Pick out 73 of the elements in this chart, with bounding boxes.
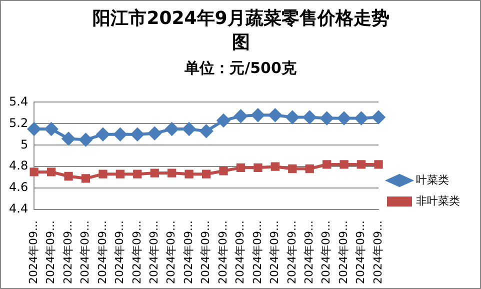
point <box>28 122 41 136</box>
point <box>288 164 297 174</box>
point <box>184 170 194 178</box>
point <box>165 122 178 136</box>
x-tick-label: 2024年09... <box>96 220 109 284</box>
point <box>234 110 248 123</box>
point <box>148 126 162 140</box>
x-tick-label: 2024年09... <box>113 220 126 284</box>
point <box>254 163 262 172</box>
legend-label: 非叶菜类 <box>416 194 460 208</box>
x-tick-label: 2024年09... <box>78 220 92 284</box>
point <box>182 122 196 136</box>
x-tick-label: 2024年09... <box>250 220 264 284</box>
point <box>268 108 282 122</box>
y-tick-label: 5.2 <box>8 116 28 130</box>
point <box>286 110 299 124</box>
x-tick-label: 2024年09... <box>354 220 368 284</box>
point <box>30 168 38 176</box>
point <box>96 128 110 141</box>
point <box>133 170 142 178</box>
x-tick-label: 2024年09... <box>302 220 316 284</box>
point <box>305 164 314 174</box>
x-tick-label: 2024年09... <box>216 220 230 284</box>
point <box>374 160 383 169</box>
y-tick-label: 4.8 <box>8 158 28 173</box>
point <box>200 124 213 138</box>
point <box>44 122 58 136</box>
x-tick-label: 2024年09... <box>199 220 212 284</box>
point <box>150 168 159 178</box>
point <box>372 110 385 124</box>
legend-label: 叶菜类 <box>416 173 449 186</box>
point <box>202 170 211 178</box>
x-tick-label: 2024年09... <box>336 220 350 284</box>
point <box>219 166 228 176</box>
point <box>81 174 90 183</box>
point <box>116 170 125 178</box>
x-tick-label: 2024年09... <box>26 220 40 284</box>
point <box>98 170 108 178</box>
point <box>338 112 351 125</box>
chart-subtitle: 单位：元/500克 <box>184 59 298 78</box>
point <box>64 172 73 181</box>
point <box>270 162 280 171</box>
point <box>46 168 56 176</box>
point <box>79 133 92 146</box>
point <box>62 132 76 146</box>
point <box>322 160 332 169</box>
point <box>340 160 348 169</box>
x-tick-label: 2024年09... <box>234 220 247 284</box>
y-tick-label: 5.4 <box>8 94 28 108</box>
x-tick-label: 2024年09... <box>164 220 178 284</box>
point <box>130 128 144 141</box>
x-tick-label: 2024年09... <box>182 220 195 284</box>
x-tick-label: 2024年09... <box>285 220 298 284</box>
point <box>236 163 246 172</box>
point <box>354 112 368 125</box>
point <box>303 110 316 124</box>
point <box>320 112 334 125</box>
x-tick-label: 2024年09... <box>130 220 144 284</box>
point <box>168 168 176 178</box>
chart-title: 阳江市2024年9月蔬菜零售价格走势图 <box>92 7 390 55</box>
x-tick-label: 2024年09... <box>147 220 160 284</box>
x-tick-label: 2024年09... <box>61 220 74 284</box>
point <box>251 108 264 122</box>
x-tick-label: 2024年09... <box>268 220 282 284</box>
point <box>114 128 127 141</box>
x-tick-label: 2024年09... <box>371 220 384 284</box>
y-tick-label: 4.4 <box>8 202 28 216</box>
y-tick-label: 4.6 <box>8 180 28 194</box>
x-tick-label: 2024年09... <box>44 220 58 284</box>
y-tick-label: 5 <box>20 137 28 152</box>
point <box>356 160 366 169</box>
x-tick-label: 2024年09... <box>320 220 333 284</box>
point <box>217 114 230 127</box>
